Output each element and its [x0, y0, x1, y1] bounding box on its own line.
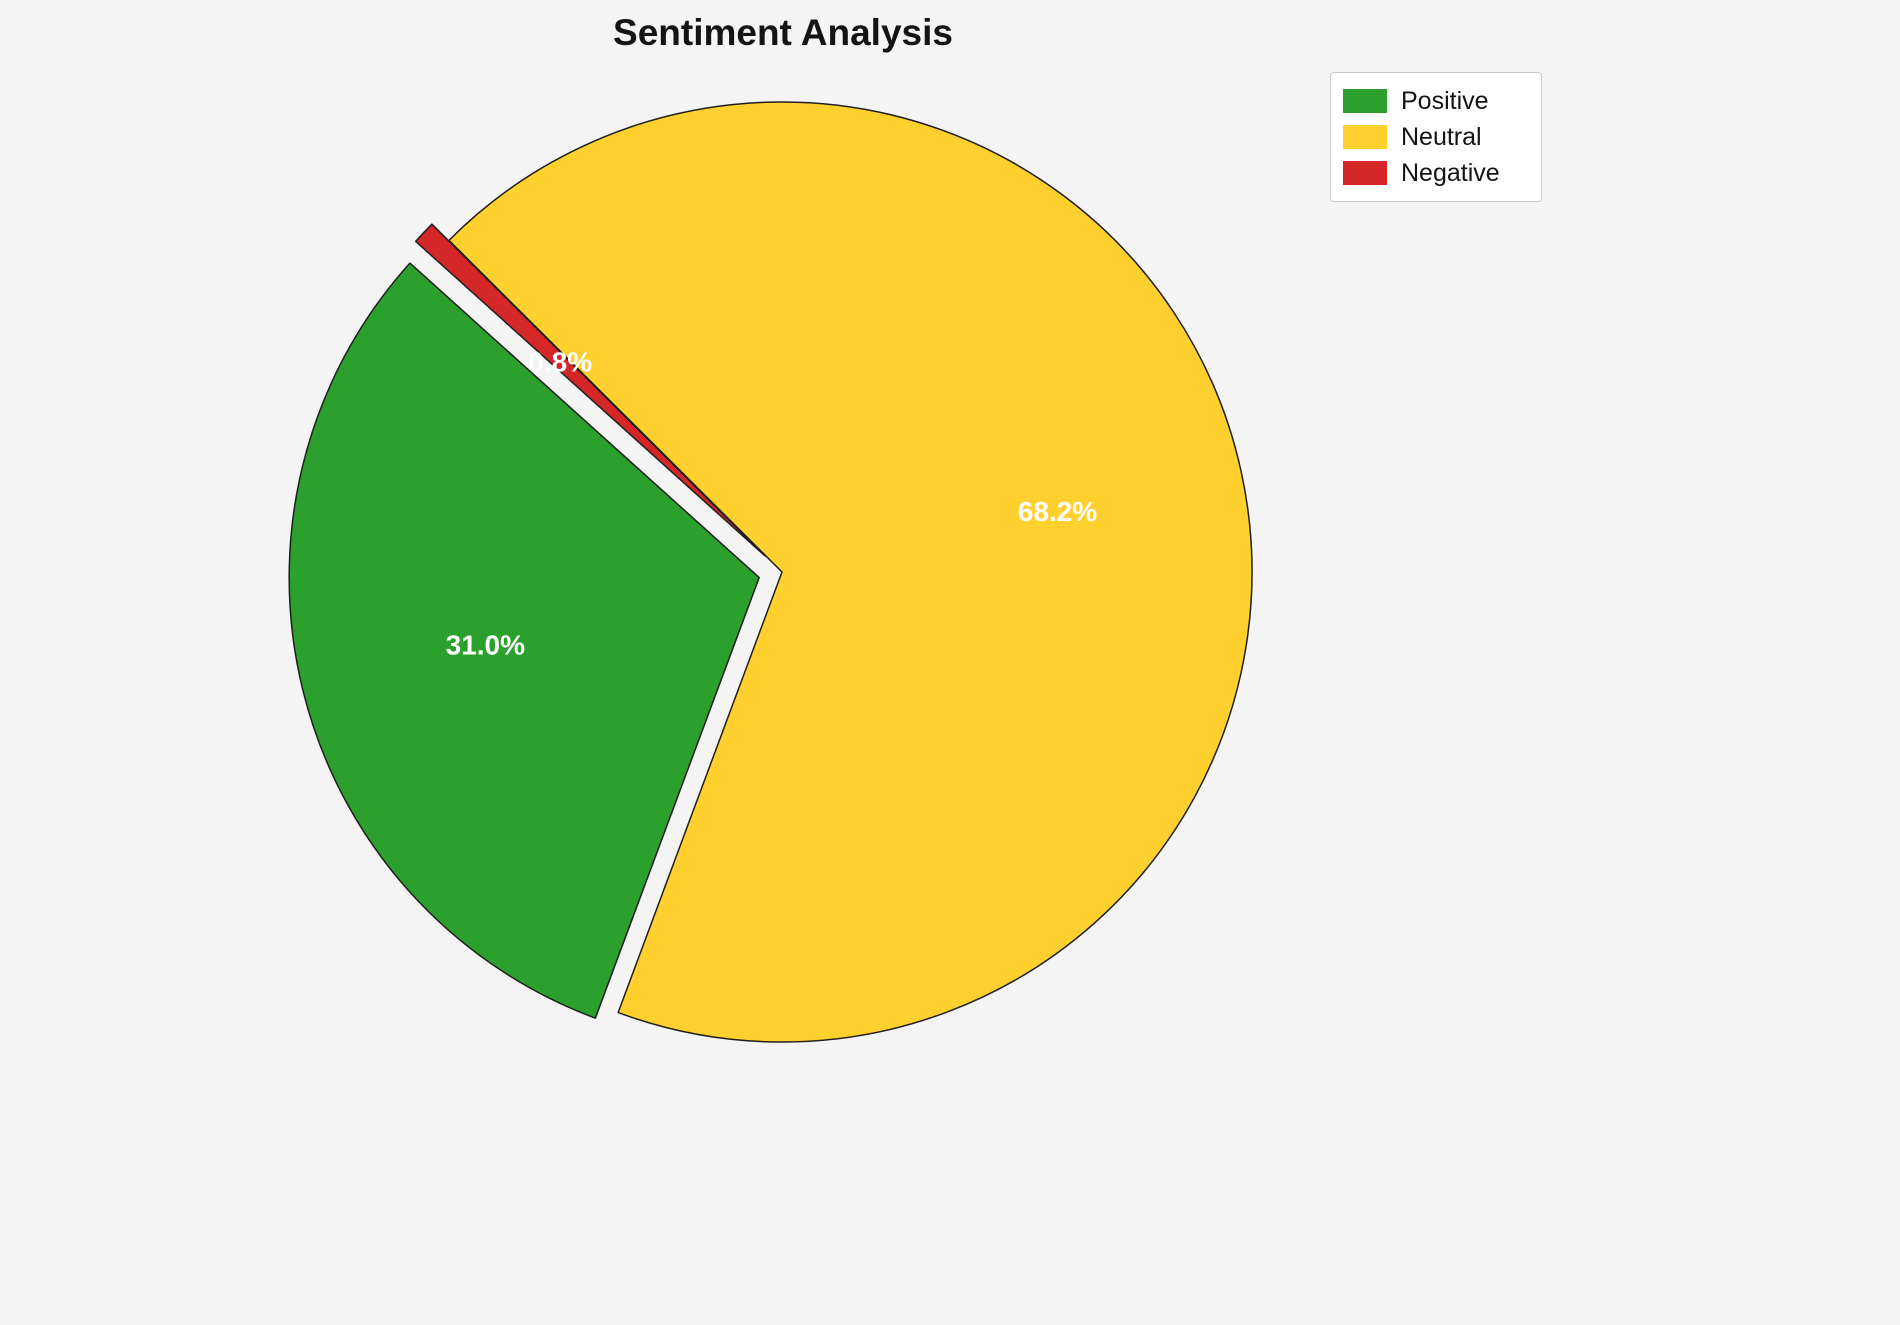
legend-label-positive: Positive: [1401, 86, 1489, 115]
pie-slice-positive: [288, 262, 760, 1019]
pie-percent-label-negative: 0.8%: [528, 346, 592, 377]
pie-slice-negative: [414, 223, 766, 557]
pie-percent-label-neutral: 68.2%: [1018, 496, 1097, 527]
legend-label-negative: Negative: [1401, 158, 1500, 187]
legend-swatch-negative: [1343, 161, 1387, 185]
legend-label-neutral: Neutral: [1401, 122, 1482, 151]
pie-percent-label-positive: 31.0%: [446, 629, 525, 660]
pie-slice-neutral: [448, 101, 1253, 1043]
chart-title: Sentiment Analysis: [613, 12, 953, 53]
legend-swatch-positive: [1343, 89, 1387, 113]
legend-swatch-neutral: [1343, 125, 1387, 149]
legend: Positive Neutral Negative: [1330, 72, 1542, 202]
legend-item-positive: Positive: [1343, 83, 1529, 119]
legend-item-negative: Negative: [1343, 155, 1529, 191]
legend-item-neutral: Neutral: [1343, 119, 1529, 155]
